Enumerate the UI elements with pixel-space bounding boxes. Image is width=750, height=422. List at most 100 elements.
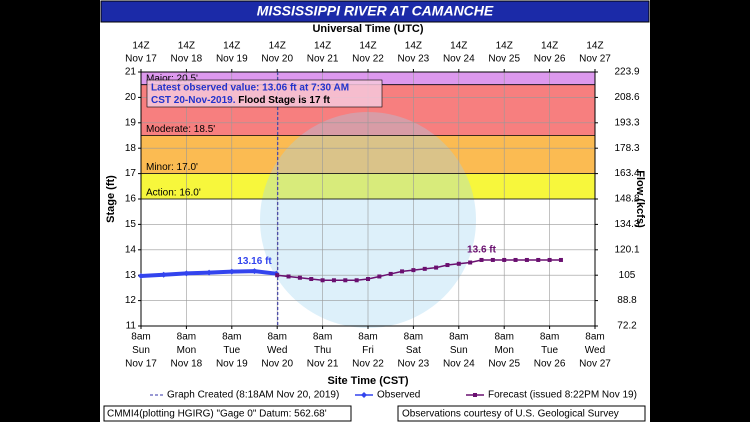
x-tick-label: Nov 22 [352,359,384,370]
x-tick-label: 8am [404,332,423,343]
y-tick-label: 12 [125,295,137,306]
x-tick-label: 8am [358,332,377,343]
x-tick-label: Tue [223,345,240,356]
forecast-point [434,265,439,270]
x-axis-title: Site Time (CST) [327,375,408,387]
y2-tick-label: 178.3 [614,143,639,154]
y-tick-label: 19 [125,117,137,128]
x-tick-label: 8am [494,332,513,343]
x2-tick-label: 14Z [223,41,240,52]
observed-point [160,271,167,278]
forecast-point [524,257,529,262]
forecast-point [275,273,280,278]
y-tick-label: 21 [125,67,137,78]
y-tick-label: 17 [125,168,137,179]
y2-axis-title: Flow (kcfs) [634,170,646,228]
forecast-point [377,274,382,279]
y-axis-title: Stage (ft) [105,175,117,223]
point-label: 13.6 ft [467,245,497,256]
legend-label: Graph Created (8:18AM Nov 20, 2019) [167,390,339,401]
y2-tick-label: 208.6 [614,92,639,103]
x-tick-label: Nov 17 [125,359,157,370]
x-tick-label: 8am [267,332,286,343]
forecast-point [479,257,484,262]
x2-tick-label: 14Z [405,41,422,52]
x2-tick-label: Nov 27 [579,54,611,65]
x-tick-label: Sat [406,345,421,356]
forecast-point [558,257,563,262]
y2-tick-label: 88.8 [617,295,637,306]
y-tick-label: 14 [125,244,137,255]
forecast-point [286,274,291,279]
x2-tick-label: 14Z [586,41,603,52]
y-tick-label: 11 [126,321,137,332]
note-text: CST 20-Nov-2019. Flood Stage is 17 ft [151,95,331,106]
legend-label: Forecast (issued 8:22PM Nov 19) [488,390,637,401]
x-tick-label: 8am [222,332,241,343]
plot: Action: 16.0' Minor: 17.0' Moderate: 18.5'… [125,41,640,401]
x-tick-label: Sun [132,345,150,356]
band-label: Minor: 17.0' [146,162,198,173]
chart-title: MISSISSIPPI RIVER AT CAMANCHE [257,3,494,19]
observed-point [206,269,213,276]
x-tick-label: Nov 27 [579,359,611,370]
y-tick-label: 18 [125,143,137,154]
x-tick-label: Nov 19 [216,359,248,370]
x2-tick-label: 14Z [496,41,513,52]
forecast-point [445,263,450,268]
observed-point [228,268,235,275]
x2-tick-label: Nov 26 [534,54,566,65]
x2-tick-label: 14Z [314,41,331,52]
forecast-point [400,269,405,274]
note-box [146,79,383,108]
x-tick-label: 8am [585,332,604,343]
y2-tick-label: 148.8 [614,194,639,205]
x2-tick-label: 14Z [450,41,467,52]
forecast-point [320,278,325,283]
x-tick-label: Mon [177,345,196,356]
title-bar [100,0,650,23]
top-axis-title: Universal Time (UTC) [312,23,423,35]
x-tick-label: Thu [314,345,331,356]
forecast-point [388,271,393,276]
note-text: Flood Stage is 17 ft [238,95,330,106]
band-label: Major: 20.5' [146,73,198,84]
y-tick-label: 20 [125,92,137,103]
forecast-point [456,261,461,266]
x2-tick-label: Nov 24 [443,54,475,65]
forecast-point [331,278,336,283]
forecast-point [366,277,370,282]
x2-tick-label: Nov 22 [352,54,384,65]
observed-point [251,268,258,275]
observed-point [183,270,190,277]
x2-tick-label: 14Z [359,41,376,52]
x2-tick-label: Nov 20 [261,54,293,65]
forecast-point [502,257,507,262]
forecast-point [411,268,416,273]
forecast-point [297,275,302,280]
footer-right: Observations courtesy of U.S. Geological… [402,409,619,420]
forecast-point [536,257,541,262]
x-tick-label: Tue [541,345,558,356]
x2-tick-label: Nov 17 [125,54,157,65]
footer-box [397,405,646,422]
forecast-point [422,266,427,271]
x-tick-label: Sun [450,345,468,356]
forecast-point [309,277,314,282]
legend-marker [361,392,367,398]
x-tick-label: Nov 21 [307,359,339,370]
y2-tick-label: 72.2 [617,321,637,332]
x-tick-label: 8am [177,332,196,343]
note-text: CST 20-Nov-2019. [151,95,236,106]
legend-marker [473,393,477,397]
y2-tick-label: 193.3 [614,117,639,128]
x-tick-label: Nov 20 [261,359,293,370]
x-tick-label: Wed [585,345,605,356]
y-tick-label: 16 [125,194,137,205]
x2-tick-label: Nov 19 [216,54,248,65]
panel [100,0,650,422]
x2-tick-label: Nov 25 [488,54,520,65]
x-tick-label: Nov 18 [171,359,203,370]
x-tick-label: 8am [540,332,559,343]
